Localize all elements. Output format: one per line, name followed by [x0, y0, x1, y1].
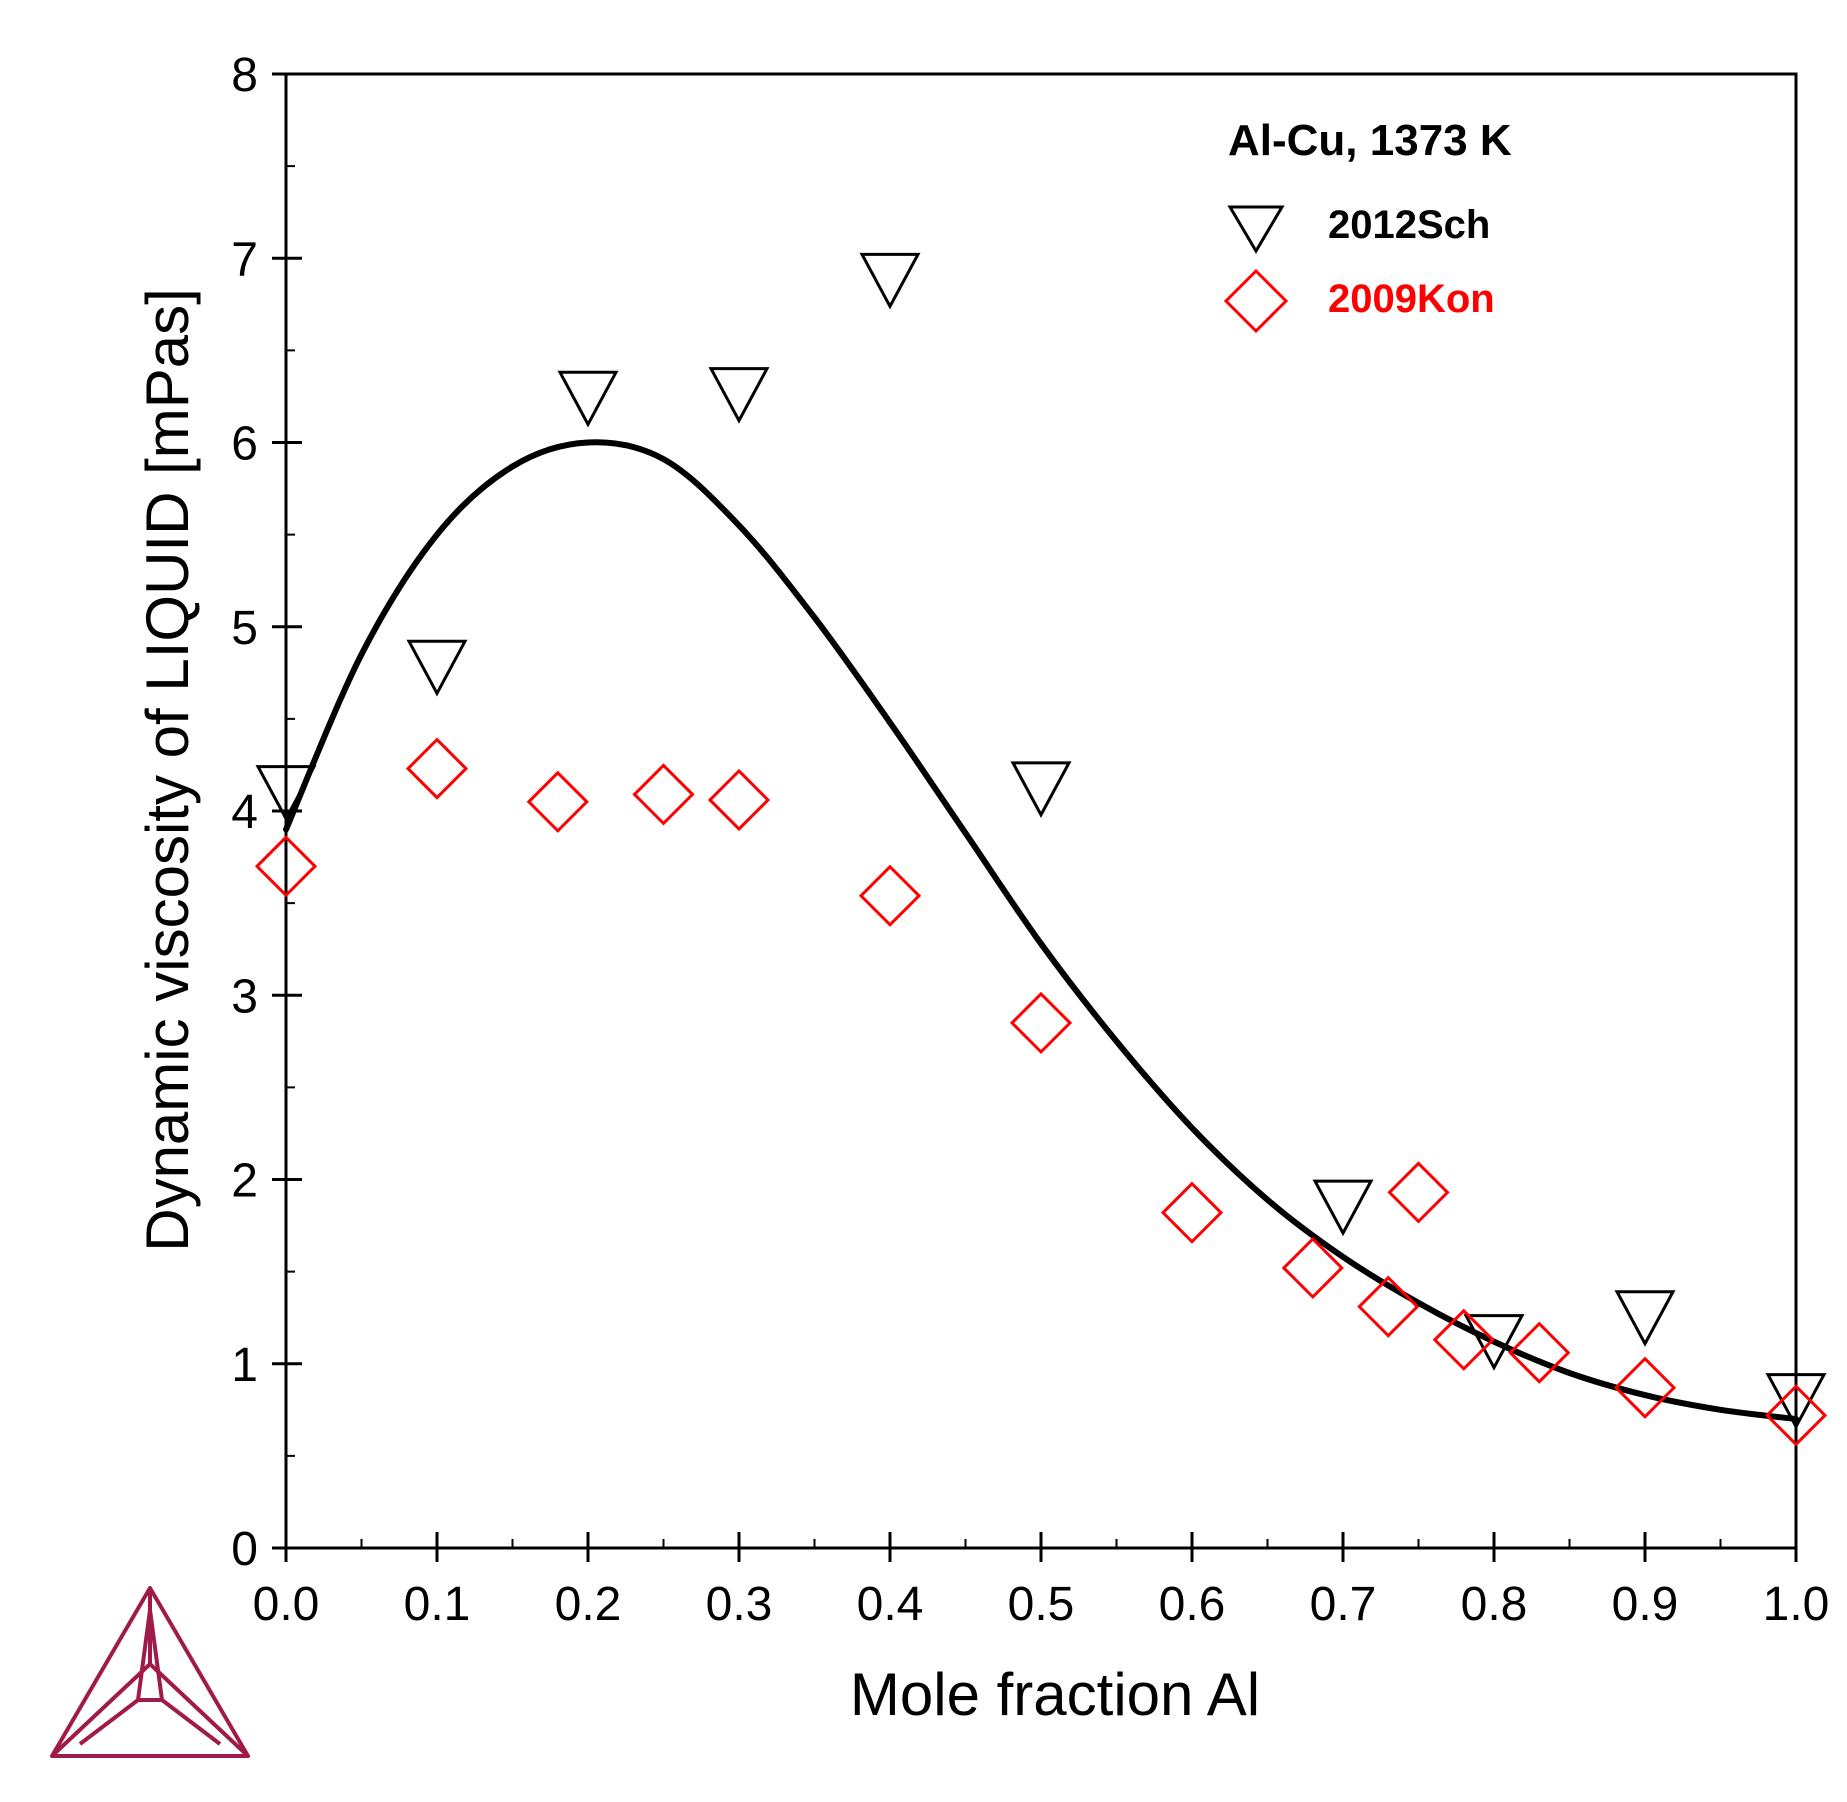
x-tick-label: 0.7 — [1310, 1578, 1377, 1631]
y-axis-label: Dynamic viscosity of LIQUID [mPas] — [134, 288, 201, 1252]
ticks — [272, 72, 1798, 1562]
legend-marker-2012Sch — [1227, 205, 1285, 254]
marker-2012Sch — [859, 252, 921, 310]
x-tick-label: 0.9 — [1612, 1578, 1679, 1631]
axes — [284, 72, 1798, 1550]
model-curve-line — [283, 439, 1799, 1422]
legend: Al-Cu, 1373 K 2012Sch 2009Kon — [1223, 116, 1512, 334]
legend-title: Al-Cu, 1373 K — [1228, 116, 1512, 165]
marker-2009Kon — [632, 763, 695, 826]
x-tick-label: 0.1 — [404, 1578, 471, 1631]
marker-2009Kon — [254, 835, 318, 898]
marker-2009Kon — [1009, 991, 1073, 1055]
tick-labels: 0.0 0.1 0.2 0.3 0.4 0.5 0.6 0.7 0.8 0.9 1.0 0 1 2 3 4 5 6… — [231, 49, 1829, 1631]
marker-2009Kon — [707, 768, 771, 832]
marker-2012Sch — [1463, 1314, 1525, 1371]
x-tick-label: 0.4 — [857, 1578, 924, 1631]
x-tick-label: 0.0 — [253, 1578, 320, 1631]
marker-2012Sch — [406, 639, 468, 697]
y-tick-label: 8 — [231, 49, 258, 102]
y-tick-label: 5 — [231, 602, 258, 655]
marker-2009Kon — [405, 737, 469, 800]
triangle-logo-icon — [50, 1586, 250, 1758]
marker-2009Kon — [1508, 1321, 1571, 1384]
marker-2012Sch — [557, 370, 619, 428]
y-tick-label: 7 — [231, 233, 258, 286]
plot-frame — [284, 72, 1798, 1550]
data-markers — [254, 252, 1828, 1447]
marker-2012Sch — [255, 765, 317, 822]
marker-2012Sch — [1312, 1179, 1374, 1237]
marker-2009Kon — [1432, 1308, 1495, 1371]
x-tick-label: 1.0 — [1763, 1578, 1830, 1631]
legend-label-2009Kon: 2009Kon — [1328, 277, 1495, 321]
marker-2009Kon — [1613, 1356, 1677, 1419]
marker-2012Sch — [708, 367, 770, 424]
x-tick-label: 0.2 — [555, 1578, 622, 1631]
legend-label-2012Sch: 2012Sch — [1328, 203, 1490, 247]
legend-marker-2009Kon — [1223, 268, 1289, 334]
x-tick-label: 0.8 — [1461, 1578, 1528, 1631]
y-tick-label: 3 — [231, 970, 258, 1023]
y-tick-label: 4 — [231, 786, 258, 839]
x-axis-label: Mole fraction Al — [850, 1661, 1260, 1728]
marker-2012Sch — [1010, 761, 1072, 819]
y-tick-label: 1 — [231, 1339, 258, 1392]
marker-2012Sch — [1614, 1290, 1676, 1347]
marker-2009Kon — [858, 864, 922, 927]
marker-2009Kon — [1357, 1275, 1420, 1338]
x-tick-label: 0.3 — [706, 1578, 773, 1631]
model-curve — [283, 439, 1799, 1422]
y-tick-label: 0 — [231, 1523, 258, 1576]
marker-2009Kon — [1764, 1384, 1828, 1447]
y-tick-label: 2 — [231, 1155, 258, 1208]
y-tick-label: 6 — [231, 418, 258, 471]
marker-2009Kon — [1281, 1236, 1344, 1300]
x-tick-label: 0.5 — [1008, 1578, 1075, 1631]
marker-2009Kon — [1387, 1161, 1450, 1224]
x-tick-label: 0.6 — [1159, 1578, 1226, 1631]
marker-2009Kon — [526, 770, 589, 833]
marker-2009Kon — [1160, 1181, 1224, 1244]
